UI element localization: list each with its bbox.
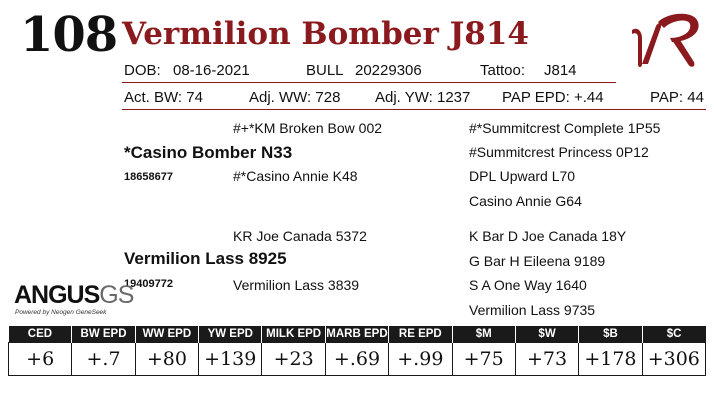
epd-value-cell: +139 bbox=[198, 342, 263, 376]
epd-header-cell: MARB EPD bbox=[324, 326, 389, 343]
dob-label: DOB: bbox=[124, 62, 161, 79]
vr-brand-logo bbox=[632, 13, 699, 67]
animal-name: Vermilion Bomber J814 bbox=[122, 16, 529, 52]
epd-header-cell: $B bbox=[578, 326, 643, 343]
lot-number: 108 bbox=[20, 7, 118, 63]
epd-header-cell: YW EPD bbox=[198, 326, 262, 343]
sire-name: *Casino Bomber N33 bbox=[124, 143, 293, 162]
dam-registration: 19409772 bbox=[124, 278, 173, 290]
registration-number: 20229306 bbox=[355, 62, 422, 79]
sex-label: BULL bbox=[306, 62, 344, 79]
dam-dam: Vermilion Lass 3839 bbox=[233, 277, 360, 293]
epd-header-cell: $C bbox=[641, 326, 706, 343]
epd-header-cell: WW EPD bbox=[134, 326, 199, 343]
sire-sire-dam: #Summitcrest Princess 0P12 bbox=[469, 144, 649, 160]
actual-birth-weight: Act. BW: 74 bbox=[124, 89, 203, 106]
epd-header-cell: $M bbox=[451, 326, 516, 343]
epd-value-cell: +23 bbox=[261, 342, 326, 376]
adjusted-weaning-weight: Adj. WW: 728 bbox=[249, 89, 341, 106]
angus-logo-main: ANGUS bbox=[14, 281, 100, 309]
epd-value-cell: +73 bbox=[514, 342, 580, 376]
dam-name: Vermilion Lass 8925 bbox=[124, 249, 287, 268]
tattoo-value: J814 bbox=[544, 62, 577, 79]
sire-registration: 18658677 bbox=[124, 171, 173, 183]
epd-value-cell: +.7 bbox=[71, 342, 136, 376]
dam-sire: KR Joe Canada 5372 bbox=[233, 228, 367, 244]
epd-header-cell: CED bbox=[8, 326, 72, 343]
angus-logo-suffix: GS bbox=[99, 281, 134, 309]
epd-table: CED BW EPD WW EPD YW EPD MILK EPD MARB EPD RE … bbox=[7, 326, 707, 376]
dam-dam-sire: S A One Way 1640 bbox=[469, 277, 587, 293]
epd-values-row: +6 +.7 +80 +139 +23 +.69 +.99 +75 +73 +178 +306 bbox=[7, 342, 707, 376]
dam-sire-dam: G Bar H Eileena 9189 bbox=[469, 253, 606, 269]
dam-dam-dam: Vermilion Lass 9735 bbox=[469, 302, 596, 318]
epd-value-cell: +306 bbox=[641, 342, 707, 376]
epd-value-cell: +.69 bbox=[324, 342, 390, 376]
epd-value-cell: +80 bbox=[134, 342, 200, 376]
pap-value: PAP: 44 bbox=[650, 89, 704, 106]
sire-sire: #+*KM Broken Bow 002 bbox=[233, 120, 383, 136]
tattoo-label: Tattoo: bbox=[480, 62, 526, 79]
sire-sire-sire: #*Summitcrest Complete 1P55 bbox=[469, 120, 661, 136]
epd-value-cell: +6 bbox=[7, 342, 73, 376]
epd-header-cell: $W bbox=[514, 326, 579, 343]
sire-dam-dam: Casino Annie G64 bbox=[469, 193, 582, 209]
epd-header-row: CED BW EPD WW EPD YW EPD MILK EPD MARB EPD RE … bbox=[8, 326, 706, 343]
epd-header-cell: RE EPD bbox=[388, 326, 453, 343]
dob-value: 08-16-2021 bbox=[173, 62, 250, 79]
epd-header-cell: MILK EPD bbox=[261, 326, 326, 343]
epd-value-cell: +178 bbox=[578, 342, 643, 376]
adjusted-yearling-weight: Adj. YW: 1237 bbox=[375, 89, 471, 106]
sire-dam-sire: DPL Upward L70 bbox=[469, 168, 576, 184]
epd-value-cell: +.99 bbox=[388, 342, 453, 376]
header-rule-2 bbox=[122, 109, 706, 110]
dam-sire-sire: K Bar D Joe Canada 18Y bbox=[469, 228, 627, 244]
epd-value-cell: +75 bbox=[451, 342, 516, 376]
angus-logo-tagline: Powered by Neogen GeneSeek bbox=[15, 309, 107, 316]
header-rule-1 bbox=[122, 82, 616, 83]
epd-header-cell: BW EPD bbox=[71, 326, 136, 343]
sire-dam: #*Casino Annie K48 bbox=[233, 168, 358, 184]
pap-epd: PAP EPD: +.44 bbox=[502, 89, 604, 106]
angus-gs-logo: ANGUSGS Powered by Neogen GeneSeek bbox=[14, 281, 134, 323]
